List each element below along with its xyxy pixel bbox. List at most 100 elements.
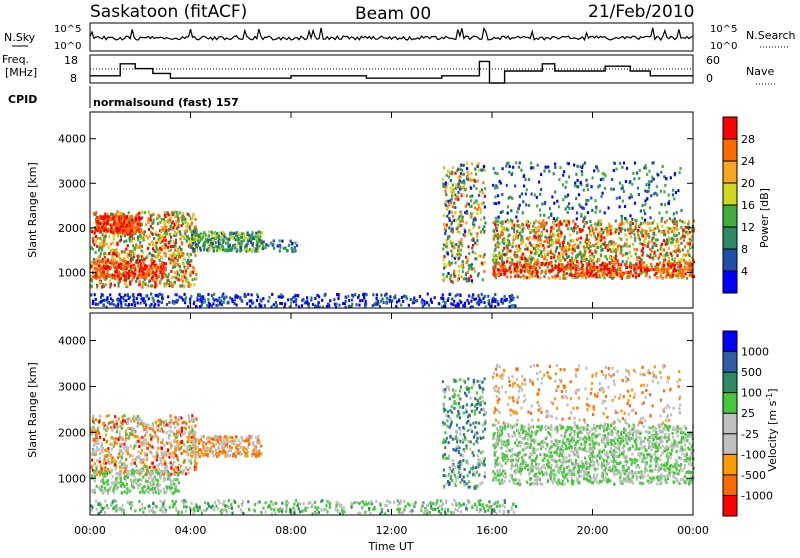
radar-cell: [667, 263, 669, 266]
radar-cell: [592, 176, 594, 179]
radar-cell: [103, 299, 105, 302]
radar-cell: [687, 251, 689, 254]
radar-cell: [443, 214, 445, 217]
radar-cell: [423, 300, 425, 303]
radar-cell: [647, 245, 649, 248]
radar-cell: [139, 280, 141, 283]
radar-cell: [466, 299, 468, 302]
radar-cell: [646, 190, 648, 193]
radar-cell: [463, 164, 465, 167]
radar-cell: [95, 275, 97, 278]
radar-cell: [497, 216, 499, 219]
radar-cell: [445, 186, 447, 189]
radar-cell: [483, 165, 485, 168]
radar-cell: [147, 255, 149, 258]
radar-cell: [601, 249, 603, 252]
radar-cell: [497, 172, 499, 175]
radar-cell: [120, 305, 122, 308]
radar-cell: [619, 227, 621, 230]
radar-cell: [649, 276, 651, 279]
radar-cell: [112, 252, 114, 255]
radar-cell: [185, 422, 187, 425]
radar-cell: [444, 183, 446, 186]
radar-cell: [204, 243, 206, 246]
radar-cell: [663, 233, 665, 236]
radar-cell: [568, 207, 570, 210]
radar-cell: [504, 239, 506, 242]
radar-cell: [152, 472, 154, 475]
radar-cell: [677, 189, 679, 192]
radar-cell: [656, 185, 658, 188]
radar-cell: [151, 262, 153, 265]
radar-cell: [166, 431, 168, 434]
radar-cell: [457, 279, 459, 282]
radar-cell: [131, 303, 133, 306]
radar-cell: [174, 244, 176, 247]
radar-cell: [646, 254, 648, 257]
radar-cell: [672, 241, 674, 244]
radar-cell: [177, 299, 179, 302]
radar-cell: [510, 209, 512, 212]
radar-cell: [287, 298, 289, 301]
radar-cell: [525, 203, 527, 206]
radar-cell: [161, 301, 163, 304]
radar-cell: [170, 415, 172, 418]
radar-cell: [556, 200, 558, 203]
radar-cell: [454, 206, 456, 209]
radar-cell: [139, 241, 141, 244]
radar-cell: [463, 277, 465, 280]
radar-cell: [552, 227, 554, 230]
radar-cell: [157, 300, 159, 303]
radar-cell: [636, 172, 638, 175]
radar-cell: [117, 210, 119, 213]
radar-cell: [550, 214, 552, 217]
radar-cell: [120, 263, 122, 266]
radar-cell: [550, 251, 552, 254]
radar-cell: [645, 237, 647, 240]
radar-cell: [161, 237, 163, 240]
radar-cell: [677, 276, 679, 279]
radar-cell: [169, 233, 171, 236]
nsearch-tick-bottom: 10^0: [710, 41, 737, 52]
radar-cell: [649, 222, 651, 225]
radar-cell: [458, 265, 460, 268]
radar-cell: [503, 299, 505, 302]
radar-cell: [471, 205, 473, 208]
radar-cell: [506, 260, 508, 263]
radar-cell: [165, 239, 167, 242]
radar-cell: [461, 169, 463, 172]
radar-cell: [401, 296, 403, 299]
radar-cell: [635, 252, 637, 255]
radar-cell: [197, 240, 199, 243]
radar-cell: [589, 245, 591, 248]
radar-cell: [125, 299, 127, 302]
radar-cell: [279, 244, 281, 247]
radar-cell: [526, 259, 528, 262]
radar-cell: [125, 458, 127, 461]
radar-cell: [593, 169, 595, 172]
radar-cell: [583, 225, 585, 228]
radar-cell: [96, 449, 98, 452]
radar-cell: [219, 231, 221, 234]
radar-cell: [119, 466, 121, 469]
radar-cell: [294, 242, 296, 245]
radar-cell: [348, 305, 350, 308]
radar-cell: [558, 228, 560, 231]
radar-cell: [564, 258, 566, 261]
radar-cell: [655, 268, 657, 271]
radar-cell: [676, 234, 678, 237]
radar-cell: [427, 293, 429, 296]
radar-cell: [656, 276, 658, 279]
radar-cell: [646, 173, 648, 176]
radar-cell: [565, 186, 567, 189]
radar-cell: [498, 271, 500, 274]
radar-cell: [651, 176, 653, 179]
radar-cell: [575, 197, 577, 200]
radar-cell: [647, 242, 649, 245]
radar-cell: [178, 295, 180, 298]
radar-cell: [103, 303, 105, 306]
radar-cell: [565, 221, 567, 224]
radar-cell: [133, 430, 135, 433]
radar-cell: [657, 268, 659, 271]
radar-cell: [624, 205, 626, 208]
